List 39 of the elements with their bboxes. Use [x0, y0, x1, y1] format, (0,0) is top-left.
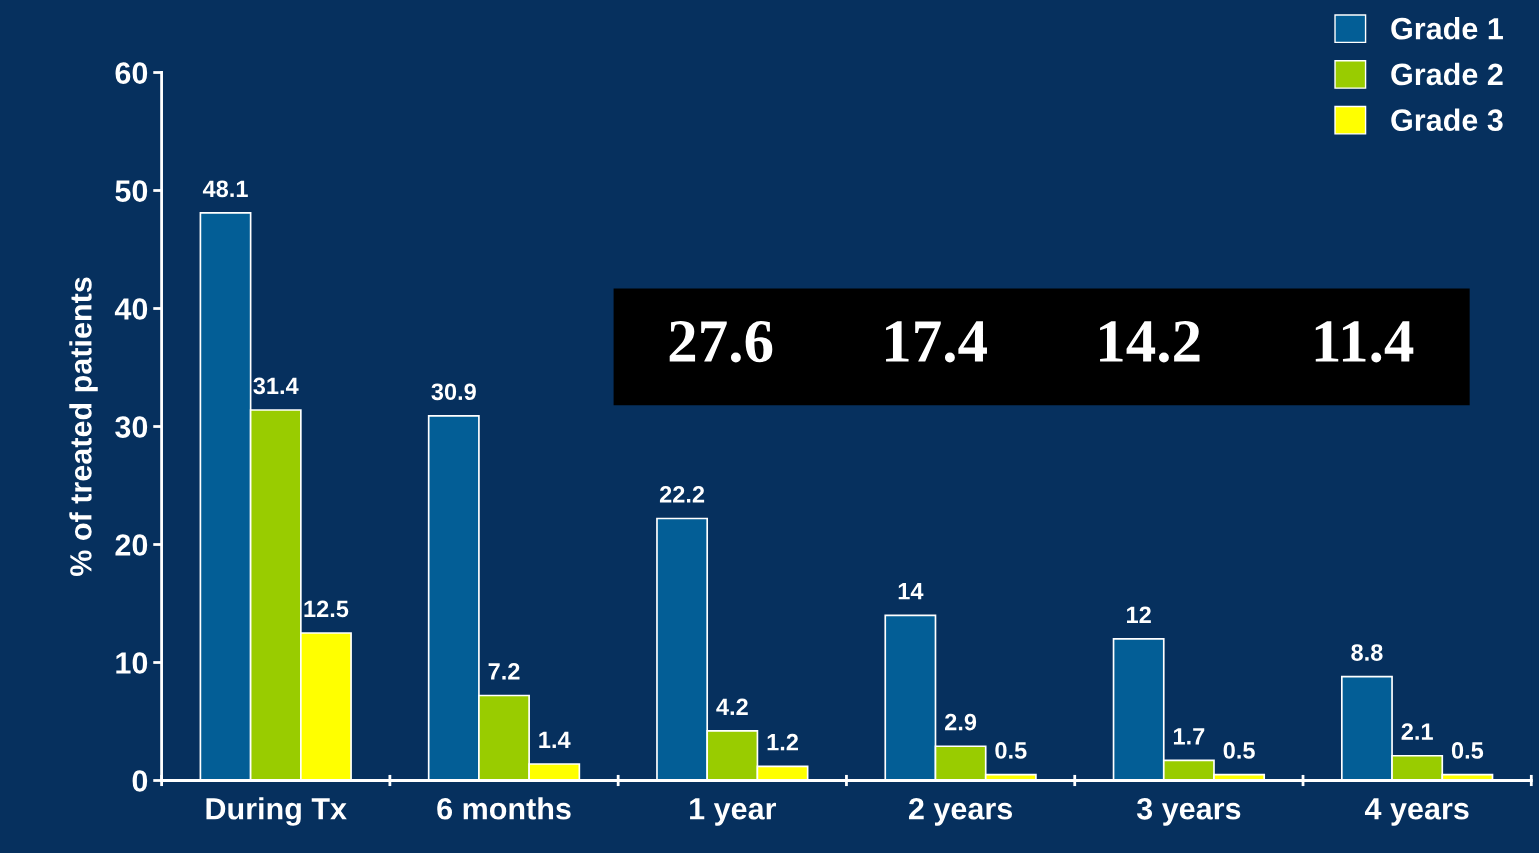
data-label: 4.2 — [716, 698, 748, 715]
data-label: 48.1 — [202, 180, 248, 198]
y-tick-label: 50 — [115, 180, 148, 202]
data-label: 1.7 — [1173, 728, 1205, 745]
x-tick-label: 3 years — [1136, 797, 1241, 826]
data-label: 0.5 — [995, 742, 1027, 759]
y-tick-label: 10 — [116, 652, 148, 674]
data-label: 30.9 — [431, 383, 476, 401]
data-label: 1.2 — [767, 733, 798, 751]
legend-label: Grade 3 — [1391, 108, 1503, 132]
data-label: 2.9 — [945, 713, 977, 731]
annotation: 11.4 — [1315, 321, 1414, 363]
data-label: 12 — [1127, 606, 1151, 623]
data-label: 0.5 — [1223, 742, 1255, 759]
data-label: 22.2 — [659, 486, 705, 503]
x-tick-label: During Tx — [206, 797, 347, 826]
y-tick-label: 20 — [115, 534, 148, 556]
annotation: 17.4 — [886, 321, 987, 363]
y-tick-label: 0 — [132, 770, 148, 792]
data-label: 12.5 — [304, 600, 349, 618]
y-tick-label: 30 — [115, 416, 148, 438]
legend-label: Grade 2 — [1391, 62, 1503, 86]
data-label: 7.2 — [488, 663, 520, 680]
data-label: 0.5 — [1451, 742, 1484, 759]
y-axis-title: % of treated patients — [69, 277, 98, 576]
x-tick-label: 2 years — [908, 797, 1013, 826]
y-tick-label: 60 — [115, 62, 148, 84]
y-tick-label: 40 — [114, 298, 148, 320]
data-label: 14 — [898, 583, 924, 600]
x-tick-label: 6 months — [437, 797, 571, 820]
data-label: 8.8 — [1351, 644, 1383, 661]
annotation: 14.2 — [1100, 321, 1200, 363]
legend-label: Grade 1 — [1391, 17, 1503, 40]
x-tick-label: 1 year — [690, 798, 777, 826]
x-tick-label: 4 years — [1364, 798, 1469, 826]
data-label: 2.1 — [1401, 723, 1433, 740]
data-label: 31.4 — [253, 377, 299, 395]
annotation: 27.6 — [669, 321, 773, 363]
data-label: 1.4 — [539, 731, 571, 748]
